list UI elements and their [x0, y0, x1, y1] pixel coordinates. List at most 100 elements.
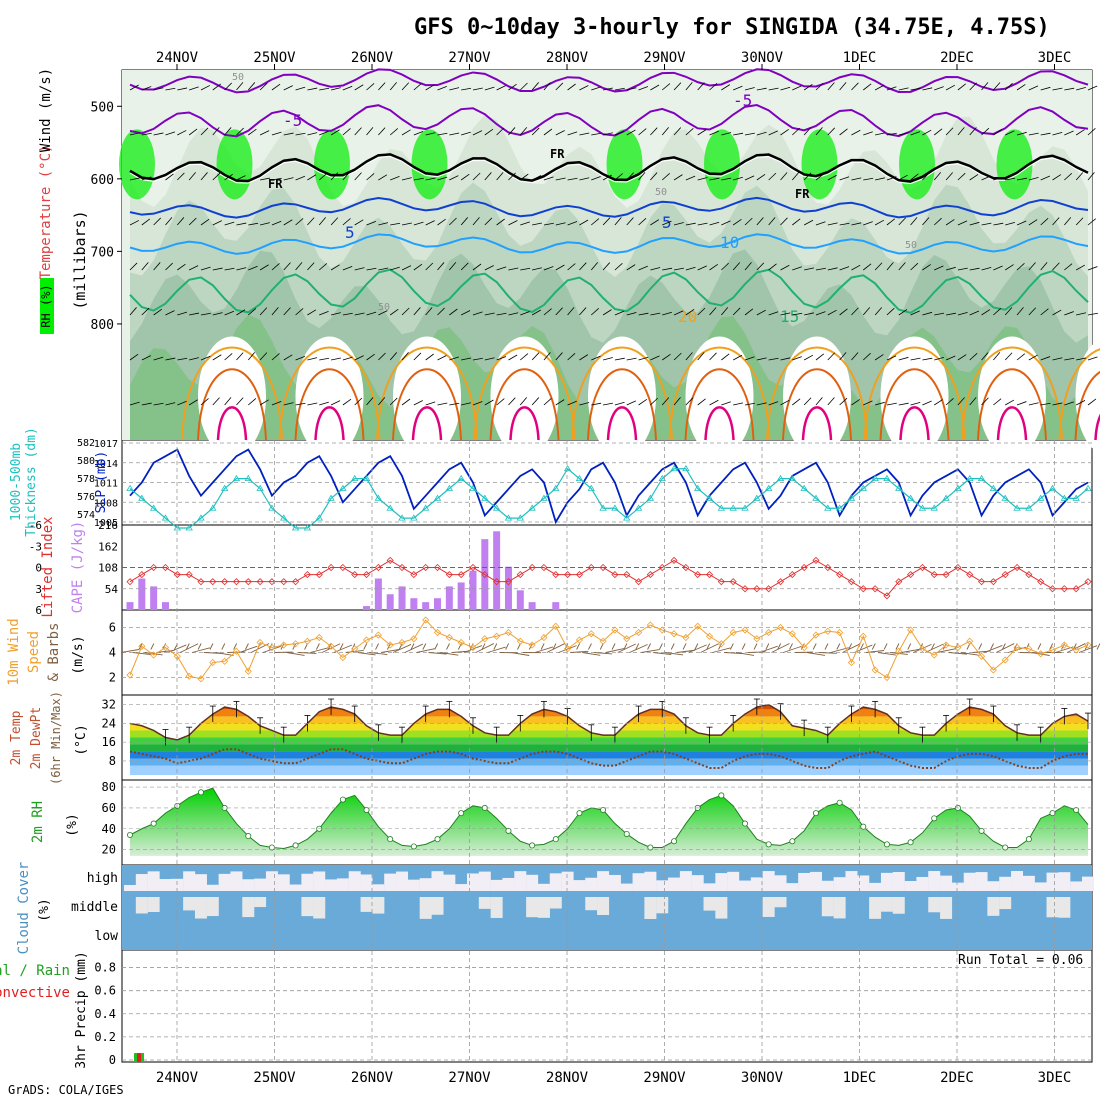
thickness-point	[457, 474, 465, 482]
cloud-mid-gap	[549, 897, 562, 909]
date-label-bottom: 1DEC	[843, 1070, 877, 1086]
temp-contour-15	[129, 268, 1089, 314]
cloud-high-gap	[159, 879, 172, 891]
wind-barb	[319, 310, 329, 316]
wind-barb	[721, 84, 730, 91]
ylabel-thickness-1: 1000-500mb	[9, 443, 24, 521]
wind-barb	[650, 355, 660, 361]
wind-barb	[875, 132, 885, 136]
wind-barb	[768, 87, 779, 91]
rh-area	[130, 788, 1088, 856]
wind-barb	[969, 267, 980, 271]
lifted-tick-label: 0	[35, 562, 42, 575]
lifted-index-point	[847, 578, 856, 586]
lifted-index-point	[599, 563, 607, 572]
wind-barb-feather	[505, 643, 510, 650]
wind-barb	[260, 222, 270, 226]
cloud-high-gap	[218, 873, 231, 891]
wind-barb	[948, 652, 967, 655]
ylabel-dewpt: 2m DewPt	[29, 707, 44, 770]
rh-point	[150, 820, 157, 827]
cloud-mid-gap	[940, 897, 953, 919]
wind-barb	[1028, 262, 1036, 271]
wind-barb	[153, 308, 163, 316]
wind-barb	[827, 174, 837, 181]
wind-barb	[709, 264, 719, 271]
lifted-index-point	[161, 563, 170, 572]
wind-barb	[153, 217, 161, 226]
wind-speed-point	[209, 658, 217, 667]
lifted-index-point	[339, 563, 347, 572]
wind-barb	[957, 172, 966, 181]
wind-barb	[177, 130, 187, 136]
thickness-point	[729, 504, 737, 511]
thickness-point	[303, 524, 312, 531]
wind-speed-point	[1025, 645, 1033, 653]
cloud-high-gap	[1082, 876, 1094, 891]
wind-barb-feather	[138, 643, 143, 650]
wind-barb-feather	[375, 643, 379, 650]
wind-barb	[307, 217, 315, 226]
wind-speed-point	[824, 627, 832, 635]
wind-barb	[413, 263, 423, 271]
cloud-mid-gap	[928, 897, 941, 913]
wind-barb	[933, 217, 942, 226]
lifted-tick-label: -6	[29, 519, 42, 532]
temp-tick-label: 32	[102, 698, 116, 712]
temp-contour-30	[899, 406, 930, 441]
wind-barb	[673, 222, 684, 226]
lifted-index-point	[646, 571, 654, 579]
wind-barb	[567, 177, 578, 181]
wind-barb	[496, 266, 507, 271]
wind-barb	[688, 644, 707, 653]
wind-barb	[803, 219, 814, 226]
thickness-point	[764, 484, 773, 491]
temp-bands	[130, 704, 1088, 775]
wind-barb	[614, 310, 625, 316]
rh-point	[410, 843, 417, 850]
wind-barb	[1064, 130, 1074, 136]
wind-barb	[212, 267, 223, 271]
wind-barb	[934, 86, 944, 91]
wind-barb	[484, 312, 495, 316]
wind-speed-point	[765, 628, 773, 637]
wind-barb	[177, 263, 186, 271]
wind-speed-point	[244, 667, 252, 675]
thickness-point	[741, 504, 749, 511]
wind-barb	[759, 645, 778, 653]
thickness-tick-label: 576	[77, 492, 95, 503]
rh-point	[812, 810, 819, 817]
wind-barb	[851, 264, 861, 271]
wind-barb	[1040, 402, 1051, 406]
wind-barb	[614, 173, 623, 181]
wind-barb	[732, 307, 741, 316]
wind-barb	[472, 217, 480, 226]
wind-barb	[461, 87, 472, 91]
wind-barb	[839, 222, 850, 226]
wind-barb	[969, 397, 977, 406]
wind-barb	[673, 397, 681, 406]
cloud-high-gap	[786, 883, 799, 891]
temp-contour-25	[294, 368, 365, 441]
wind-barb	[579, 132, 590, 136]
wind-barb	[661, 127, 669, 136]
wind-barb	[129, 177, 140, 181]
temp-contour-minus10	[129, 68, 1089, 94]
wind-barb	[319, 87, 330, 91]
wind-barb	[591, 402, 602, 406]
wind-barb	[330, 172, 339, 181]
wind-speed-point	[351, 645, 359, 653]
wind-barb	[534, 646, 554, 653]
wind-barb	[768, 401, 779, 406]
wind-barb	[141, 402, 152, 406]
wind-barb	[1087, 312, 1098, 316]
thickness-point	[540, 494, 548, 501]
wind-barb	[792, 266, 802, 271]
wind-barb-feather	[777, 643, 782, 650]
wind-barb	[200, 398, 209, 406]
lifted-index-point	[493, 578, 501, 586]
wind-barb	[709, 83, 718, 91]
wind-barb	[744, 262, 752, 271]
wind-barb	[283, 402, 294, 406]
wind-barb	[614, 263, 623, 271]
